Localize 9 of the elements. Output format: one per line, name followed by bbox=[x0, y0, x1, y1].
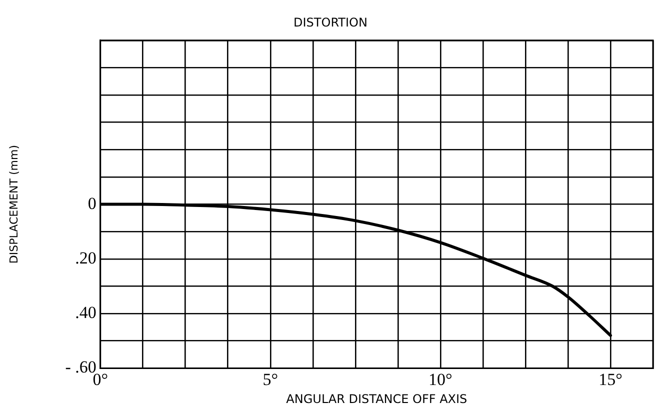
x-tick-label: 15° bbox=[598, 370, 622, 389]
x-tick-label: 10° bbox=[428, 370, 452, 389]
y-tick-label: .40 bbox=[75, 303, 96, 322]
y-axis-title: DISPLACEMENT (mm) bbox=[7, 145, 20, 264]
x-axis-title: ANGULAR DISTANCE OFF AXIS bbox=[286, 392, 468, 406]
chart-title: DISTORTION bbox=[294, 15, 368, 30]
x-tick-label: 5° bbox=[262, 370, 278, 389]
y-tick-label: .20 bbox=[75, 248, 96, 268]
y-tick-label: 0 bbox=[88, 194, 96, 213]
